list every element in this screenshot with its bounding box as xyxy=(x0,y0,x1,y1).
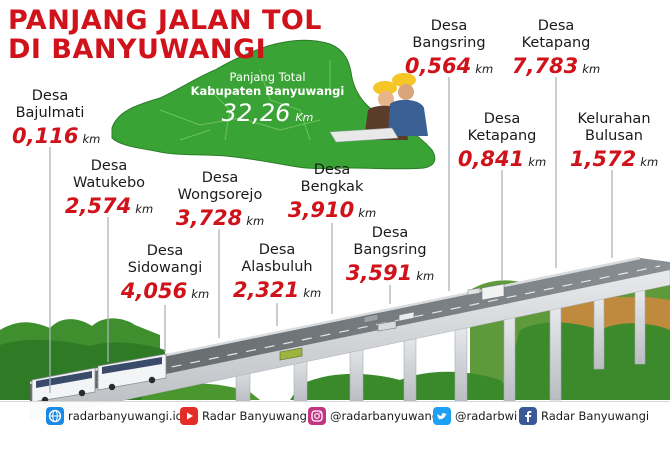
bus-vehicle xyxy=(97,353,167,391)
segment-unit: km xyxy=(528,155,547,169)
twitter-link[interactable]: @radarbwi xyxy=(433,406,517,426)
segment-unit: km xyxy=(135,202,154,216)
segment-name: Desa Ketapang xyxy=(467,111,537,144)
segment-name: Desa Bengkak xyxy=(300,162,364,195)
website-link[interactable]: radarbanyuwangi.id xyxy=(46,406,183,426)
bus-vehicle xyxy=(31,367,96,404)
segment-unit: km xyxy=(582,62,601,76)
youtube-text: Radar Banyuwangi xyxy=(202,409,311,423)
segment-length: 0,564 xyxy=(404,54,472,78)
segment-name: Desa Bangsring xyxy=(412,18,486,51)
segment-name: Desa Alasbuluh xyxy=(241,242,313,275)
car-vehicle xyxy=(467,287,481,296)
segment-name: Kelurahan Bulusan xyxy=(577,111,651,144)
segment-length: 3,910 xyxy=(287,198,355,222)
segment-label: Desa Wongsorejo 3,728 km xyxy=(172,170,268,234)
instagram-icon xyxy=(308,407,326,425)
segment-length: 0,116 xyxy=(12,124,79,148)
twitter-icon xyxy=(433,407,451,425)
total-length-callout: Panjang Total Kabupaten Banyuwangi 32,26… xyxy=(180,70,355,132)
page-title-line-1: PANJANG JALAN TOL xyxy=(8,5,323,36)
facebook-text: Radar Banyuwangi xyxy=(541,409,650,423)
segment-length: 0,841 xyxy=(457,147,525,171)
segment-length: 7,783 xyxy=(511,54,579,78)
segment-name: Desa Ketapang xyxy=(521,18,591,51)
segment-label: Desa Bajulmati 0,116 km xyxy=(12,88,100,152)
segment-unit: km xyxy=(303,286,322,300)
total-value: 32,26 xyxy=(221,99,291,127)
segment-length: 3,728 xyxy=(175,206,243,230)
segment-name: Desa Sidowangi xyxy=(127,243,203,276)
segment-unit: km xyxy=(246,214,265,228)
social-footer: radarbanyuwangi.id Radar Banyuwangi @rad… xyxy=(0,401,670,431)
car-vehicle xyxy=(398,311,415,322)
youtube-link[interactable]: Radar Banyuwangi xyxy=(180,406,310,426)
car-vehicle xyxy=(363,313,379,324)
segment-unit: km xyxy=(191,287,210,301)
website-text: radarbanyuwangi.id xyxy=(68,409,183,423)
instagram-link[interactable]: @radarbanyuwangi xyxy=(308,406,442,426)
segment-name: Desa Wongsorejo xyxy=(177,170,263,203)
footer-band xyxy=(0,401,670,431)
segment-label: Desa Alasbuluh 2,321 km xyxy=(231,242,323,306)
segment-length: 2,574 xyxy=(64,194,132,218)
segment-label: Desa Watukebo 2,574 km xyxy=(64,158,154,222)
segment-unit: km xyxy=(475,62,494,76)
segment-unit: km xyxy=(640,155,659,169)
total-region: Kabupaten Banyuwangi xyxy=(190,84,345,98)
segment-label: Desa Sidowangi 4,056 km xyxy=(120,243,210,307)
segment-name: Desa Watukebo xyxy=(72,158,146,191)
segment-label: Desa Bangsring 3,591 km xyxy=(344,225,436,289)
segment-length: 3,591 xyxy=(345,261,413,285)
segment-label: Desa Bangsring 0,564 km xyxy=(403,18,495,82)
truck-vehicle xyxy=(481,283,505,301)
car-vehicle xyxy=(279,347,303,361)
segment-unit: km xyxy=(358,206,377,220)
twitter-text: @radarbwi xyxy=(455,409,518,423)
segment-unit: km xyxy=(416,269,435,283)
segment-label: Desa Ketapang 0,841 km xyxy=(456,111,548,175)
segment-name: Desa Bajulmati xyxy=(15,88,85,121)
segment-label: Desa Ketapang 7,783 km xyxy=(510,18,602,82)
page-title-line-2: DI BANYUWANGI xyxy=(8,34,267,65)
facebook-icon xyxy=(519,407,537,425)
workers-illustration xyxy=(329,73,428,143)
segment-length: 4,056 xyxy=(120,279,188,303)
total-unit: Km xyxy=(295,111,314,124)
toll-road-surface xyxy=(30,258,670,402)
segment-label: Kelurahan Bulusan 1,572 km xyxy=(566,111,662,175)
segment-unit: km xyxy=(82,132,101,146)
total-caption: Panjang Total xyxy=(229,70,306,84)
leader-lines xyxy=(49,77,613,393)
segment-length: 2,321 xyxy=(232,278,300,302)
segment-label: Desa Bengkak 3,910 km xyxy=(286,162,378,226)
segment-name: Desa Bangsring xyxy=(353,225,427,258)
facebook-link[interactable]: Radar Banyuwangi xyxy=(519,406,649,426)
globe-icon xyxy=(46,407,64,425)
segment-length: 1,572 xyxy=(569,147,637,171)
youtube-icon xyxy=(180,407,198,425)
car-vehicle xyxy=(377,320,397,332)
instagram-text: @radarbanyuwangi xyxy=(330,409,443,423)
